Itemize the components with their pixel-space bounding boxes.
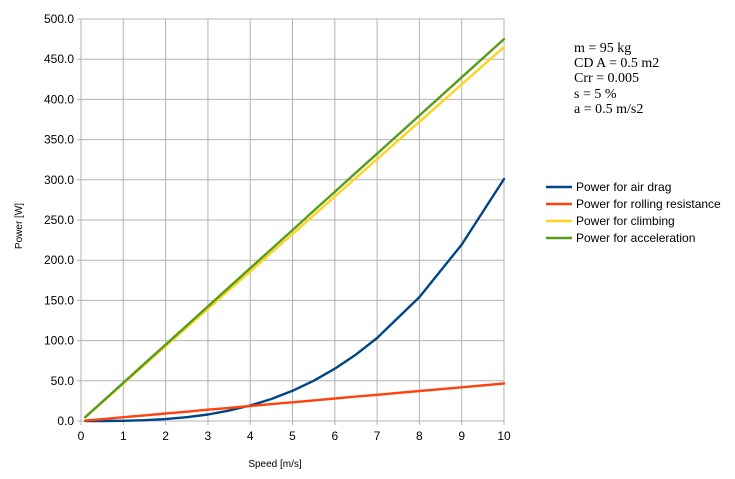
series-line-1 [83, 177, 506, 423]
y-axis-title: Power [W] [14, 203, 25, 249]
annotation-drag-area: CD A = 0.5 m2 [574, 56, 659, 71]
x-tick-label: 5 [289, 429, 296, 443]
x-tick-label: 4 [247, 429, 254, 443]
y-tick-label: 250.0 [44, 213, 74, 227]
legend-label-1: Power for air drag [576, 180, 671, 194]
series-line-4 [83, 37, 506, 419]
series-line-2 [83, 382, 506, 422]
x-tick-label: 0 [78, 429, 85, 443]
x-tick-label: 9 [458, 429, 465, 443]
y-tick-label: 500.0 [44, 12, 74, 26]
x-tick-label: 10 [497, 429, 511, 443]
x-tick-label: 8 [416, 429, 423, 443]
x-axis-title: Speed [m/s] [248, 459, 302, 470]
legend-label-2: Power for rolling resistance [576, 197, 721, 211]
x-axis-ticks: 0 1 2 3 4 5 6 7 8 9 10 [78, 429, 511, 443]
y-tick-label: 200.0 [44, 253, 74, 267]
y-tick-label: 0.0 [57, 414, 74, 428]
legend-label-4: Power for acceleration [576, 231, 695, 245]
annotation-acceleration: a = 0.5 m/s2 [574, 102, 643, 117]
y-tick-label: 150.0 [44, 293, 74, 307]
plot-grid [77, 18, 505, 425]
y-axis-ticks: 0.0 50.0 100.0 150.0 200.0 250.0 300.0 350.0 400… [44, 12, 74, 428]
y-tick-label: 450.0 [44, 52, 74, 66]
parameter-annotations: m = 95 kg CD A = 0.5 m2 Crr = 0.005 s = … [574, 41, 659, 117]
x-tick-label: 6 [331, 429, 338, 443]
y-tick-label: 50.0 [51, 374, 75, 388]
legend-label-3: Power for climbing [576, 214, 675, 228]
y-tick-label: 400.0 [44, 92, 74, 106]
annotation-slope: s = 5 % [574, 87, 617, 102]
x-tick-label: 7 [374, 429, 381, 443]
y-tick-label: 300.0 [44, 173, 74, 187]
y-tick-label: 350.0 [44, 133, 74, 147]
annotation-mass: m = 95 kg [574, 41, 631, 56]
x-tick-label: 1 [120, 429, 127, 443]
plot-series [83, 37, 506, 423]
x-tick-label: 2 [162, 429, 169, 443]
y-tick-label: 100.0 [44, 334, 74, 348]
chart-legend: Power for air drag Power for rolling resi… [546, 180, 721, 245]
annotation-rolling-coefficient: Crr = 0.005 [574, 71, 639, 86]
x-tick-label: 3 [205, 429, 212, 443]
